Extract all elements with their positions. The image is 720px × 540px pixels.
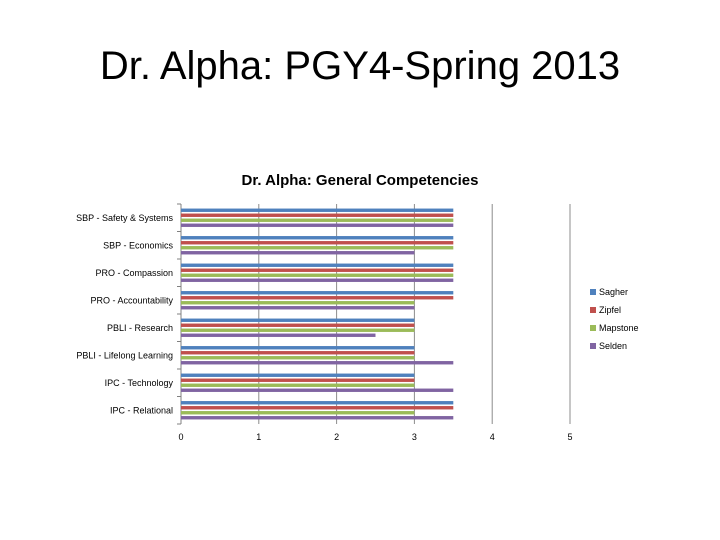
x-tick-label: 0 (178, 432, 183, 442)
bar (181, 333, 376, 337)
bar (181, 213, 454, 217)
bar (181, 346, 415, 350)
category-label: SBP - Safety & Systems (76, 213, 173, 223)
bar (181, 373, 415, 377)
bar (181, 388, 454, 392)
bar (181, 236, 454, 240)
legend-label: Zipfel (599, 305, 621, 315)
x-tick-label: 2 (334, 432, 339, 442)
category-label: PRO - Accountability (90, 295, 173, 305)
bar (181, 223, 454, 227)
bar (181, 296, 454, 300)
bar (181, 323, 415, 327)
bar (181, 263, 454, 267)
legend-swatch (590, 343, 596, 349)
bar (181, 351, 415, 355)
bar (181, 411, 415, 415)
bar (181, 291, 454, 295)
bar (181, 356, 415, 360)
category-label: IPC - Relational (110, 405, 173, 415)
bar (181, 273, 454, 277)
bar (181, 208, 454, 212)
x-tick-label: 1 (256, 432, 261, 442)
bar (181, 383, 415, 387)
bar (181, 361, 454, 365)
legend-swatch (590, 325, 596, 331)
bar (181, 406, 454, 410)
category-label: PBLI - Research (107, 323, 173, 333)
x-tick-label: 3 (412, 432, 417, 442)
x-tick-label: 5 (567, 432, 572, 442)
x-axis-ticks: 0 1 2 3 4 5 (178, 432, 572, 442)
bar (181, 251, 415, 255)
category-label: IPC - Technology (105, 378, 174, 388)
legend-label: Sagher (599, 287, 628, 297)
bar (181, 318, 415, 322)
slide-title: Dr. Alpha: PGY4-Spring 2013 (99, 44, 621, 88)
bar (181, 306, 415, 310)
x-tick-label: 4 (490, 432, 495, 442)
category-label: PBLI - Lifelong Learning (76, 350, 173, 360)
bar (181, 218, 454, 222)
legend-label: Selden (599, 341, 627, 351)
category-label: SBP - Economics (103, 240, 173, 250)
bar (181, 241, 454, 245)
bar (181, 401, 454, 405)
category-label: PRO - Compassion (95, 268, 173, 278)
bars (181, 208, 454, 420)
bar (181, 378, 415, 382)
bar (181, 268, 454, 272)
bar (181, 301, 415, 305)
chart-title: Dr. Alpha: General Competencies (241, 172, 479, 189)
bar (181, 328, 415, 332)
legend-swatch (590, 289, 596, 295)
legend-swatch (590, 307, 596, 313)
bar (181, 416, 454, 420)
category-labels: SBP - Safety & Systems SBP - Economics PRO… (76, 213, 173, 416)
bar (181, 278, 454, 282)
legend: Sagher Zipfel Mapstone Selden (590, 287, 639, 351)
gridlines (177, 203, 571, 425)
bar (181, 246, 454, 250)
legend-label: Mapstone (599, 323, 639, 333)
